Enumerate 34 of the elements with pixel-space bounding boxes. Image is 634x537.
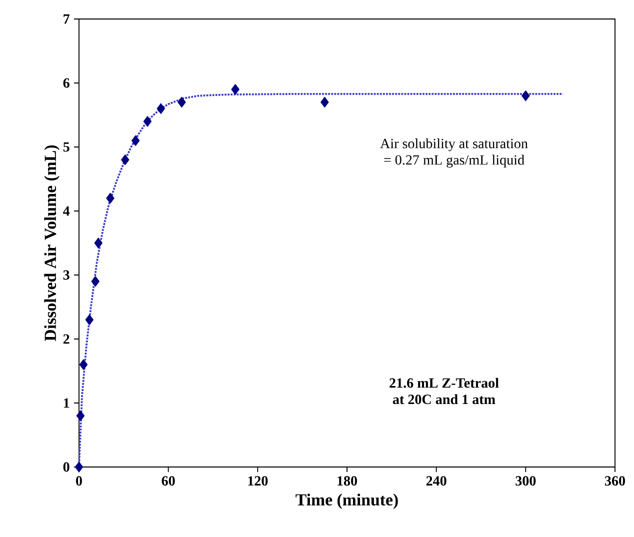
point — [74, 461, 84, 472]
y-tick-label: 7 — [64, 14, 70, 24]
y-tick-label: 3 — [63, 270, 70, 280]
point — [91, 276, 100, 287]
point — [94, 237, 103, 248]
point — [76, 410, 85, 422]
point — [106, 192, 114, 204]
point — [143, 116, 152, 127]
x-tick-label: 240 — [426, 476, 446, 486]
y-tick-label: 0 — [63, 462, 70, 472]
y-tick-label: 2 — [63, 334, 70, 344]
x-axis-title: Time (minute) — [296, 494, 398, 509]
x-tick-label: 120 — [248, 476, 268, 486]
point — [320, 96, 329, 108]
y-tick-label: 4 — [63, 206, 70, 216]
x-tick-label: 0 — [76, 476, 82, 486]
point — [178, 96, 186, 108]
point — [521, 90, 530, 102]
y-tick-label: 1 — [64, 398, 70, 408]
x-tick-label: 300 — [516, 476, 536, 486]
y-tick-label: 6 — [63, 78, 70, 88]
x-tick-label: 60 — [162, 476, 175, 486]
y-tick-label: 5 — [63, 142, 70, 152]
point — [79, 359, 88, 370]
point — [85, 314, 94, 326]
point — [131, 135, 140, 146]
x-tick-label: 180 — [338, 476, 357, 486]
point — [231, 84, 240, 95]
point — [156, 103, 166, 114]
x-tick-label: 360 — [604, 476, 625, 486]
point — [120, 154, 130, 166]
y-axis-title: Dissolved Air Volume (mL) — [44, 145, 60, 342]
annotation: 21.6 mL Z-Tetraol at 20C and 1 atm — [390, 378, 499, 404]
annotation: Air solubility at saturation = 0.27 mL gas/mL liquid — [380, 138, 528, 168]
